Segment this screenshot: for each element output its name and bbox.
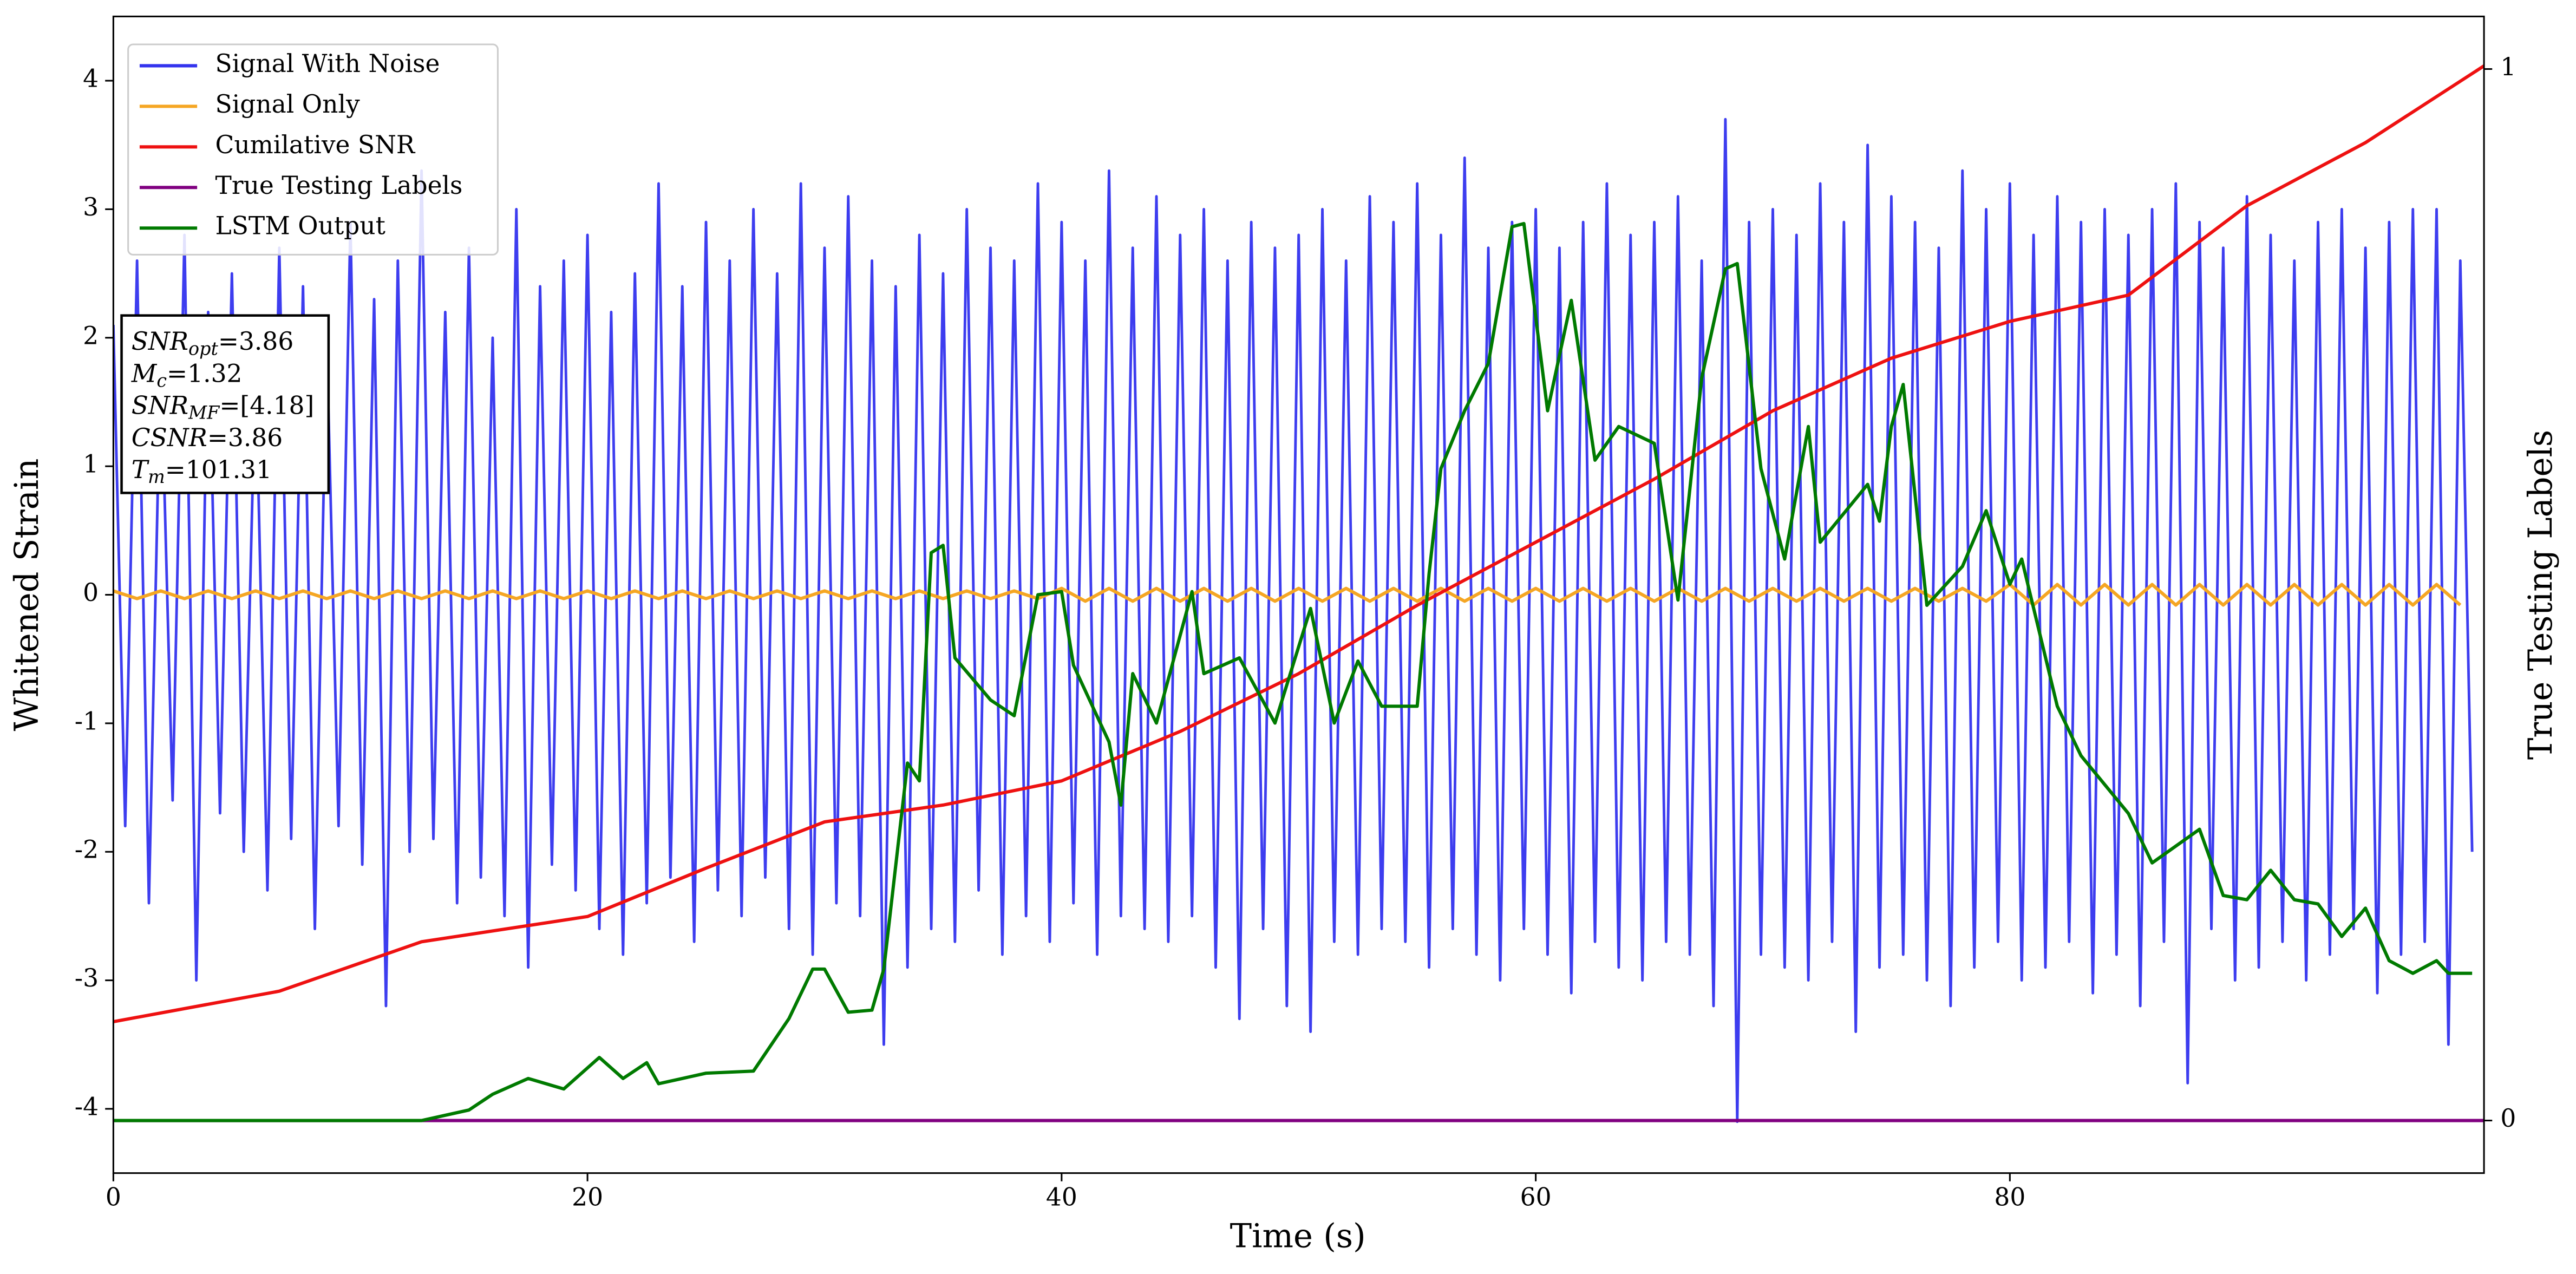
annotation-value: =1.32 [167,359,242,388]
y-tick-label: -2 [75,835,99,864]
x-tick-label: 60 [1520,1183,1552,1212]
annotation-text: Tm=101.31 [132,455,272,487]
annotation-value: =3.86 [218,327,293,356]
x-tick-label: 40 [1046,1183,1077,1212]
annotation-value: =[4.18] [219,391,314,420]
y-tick-label: 3 [83,193,99,221]
annotation-subscript: opt [188,338,218,359]
legend-label: Signal With Noise [215,49,440,78]
y-tick-label: 1 [83,450,99,479]
y-tick-label: -1 [75,707,99,735]
annotation-subscript: c [156,370,167,391]
legend: Signal With Noise Signal Only Cumilative S… [127,43,499,256]
annotation-text: SNRMF=[4.18] [132,391,315,423]
annotation-subscript: MF [188,402,220,423]
y2-tick-label: 1 [2500,53,2516,81]
annotation-text: Mc=1.32 [131,359,243,391]
annotation-box [120,314,330,494]
y-axis-title: Whitened Strain [8,459,46,731]
y-tick-label: -4 [75,1092,99,1121]
y2-axis-title: True Testing Labels [2522,430,2560,760]
x-tick-label: 0 [106,1183,121,1212]
y-tick-label: -3 [75,964,99,992]
x-axis-title: Time (s) [1230,1218,1366,1256]
series-line [113,583,2462,607]
annotation-symbol: SNR [132,391,188,420]
annotation-symbol: T [132,455,150,484]
series-line [113,117,2474,1123]
annotation-symbol: M [131,359,158,388]
legend-label: Cumilative SNR [215,130,416,159]
annotation-subscript: m [148,466,165,487]
annotation-text: CSNR=3.86 [132,423,283,452]
legend-label: True Testing Labels [215,171,463,200]
legend-label: LSTM Output [215,212,385,240]
annotation-value: =101.31 [165,455,272,484]
series-line [113,221,2473,1122]
y-tick-label: 2 [83,321,99,350]
y-tick-label: 0 [83,578,99,607]
legend-box [127,43,499,256]
series-line [113,64,2485,1023]
annotation-symbol: CSNR [132,423,207,452]
x-tick-label: 20 [572,1183,603,1212]
annotation-value: =3.86 [207,423,283,452]
annotation-text: SNRopt=3.86 [132,327,294,360]
legend-label: Signal Only [215,90,360,119]
plot-area [113,64,2485,1123]
annotation: SNRopt=3.86Mc=1.32SNRMF=[4.18]CSNR=3.86T… [120,314,330,494]
annotation-symbol: SNR [132,327,188,356]
plot-frame [112,15,2485,1174]
y-tick-label: 4 [83,64,99,93]
y2-tick-label: 0 [2500,1104,2516,1133]
x-tick-label: 80 [1994,1183,2025,1212]
